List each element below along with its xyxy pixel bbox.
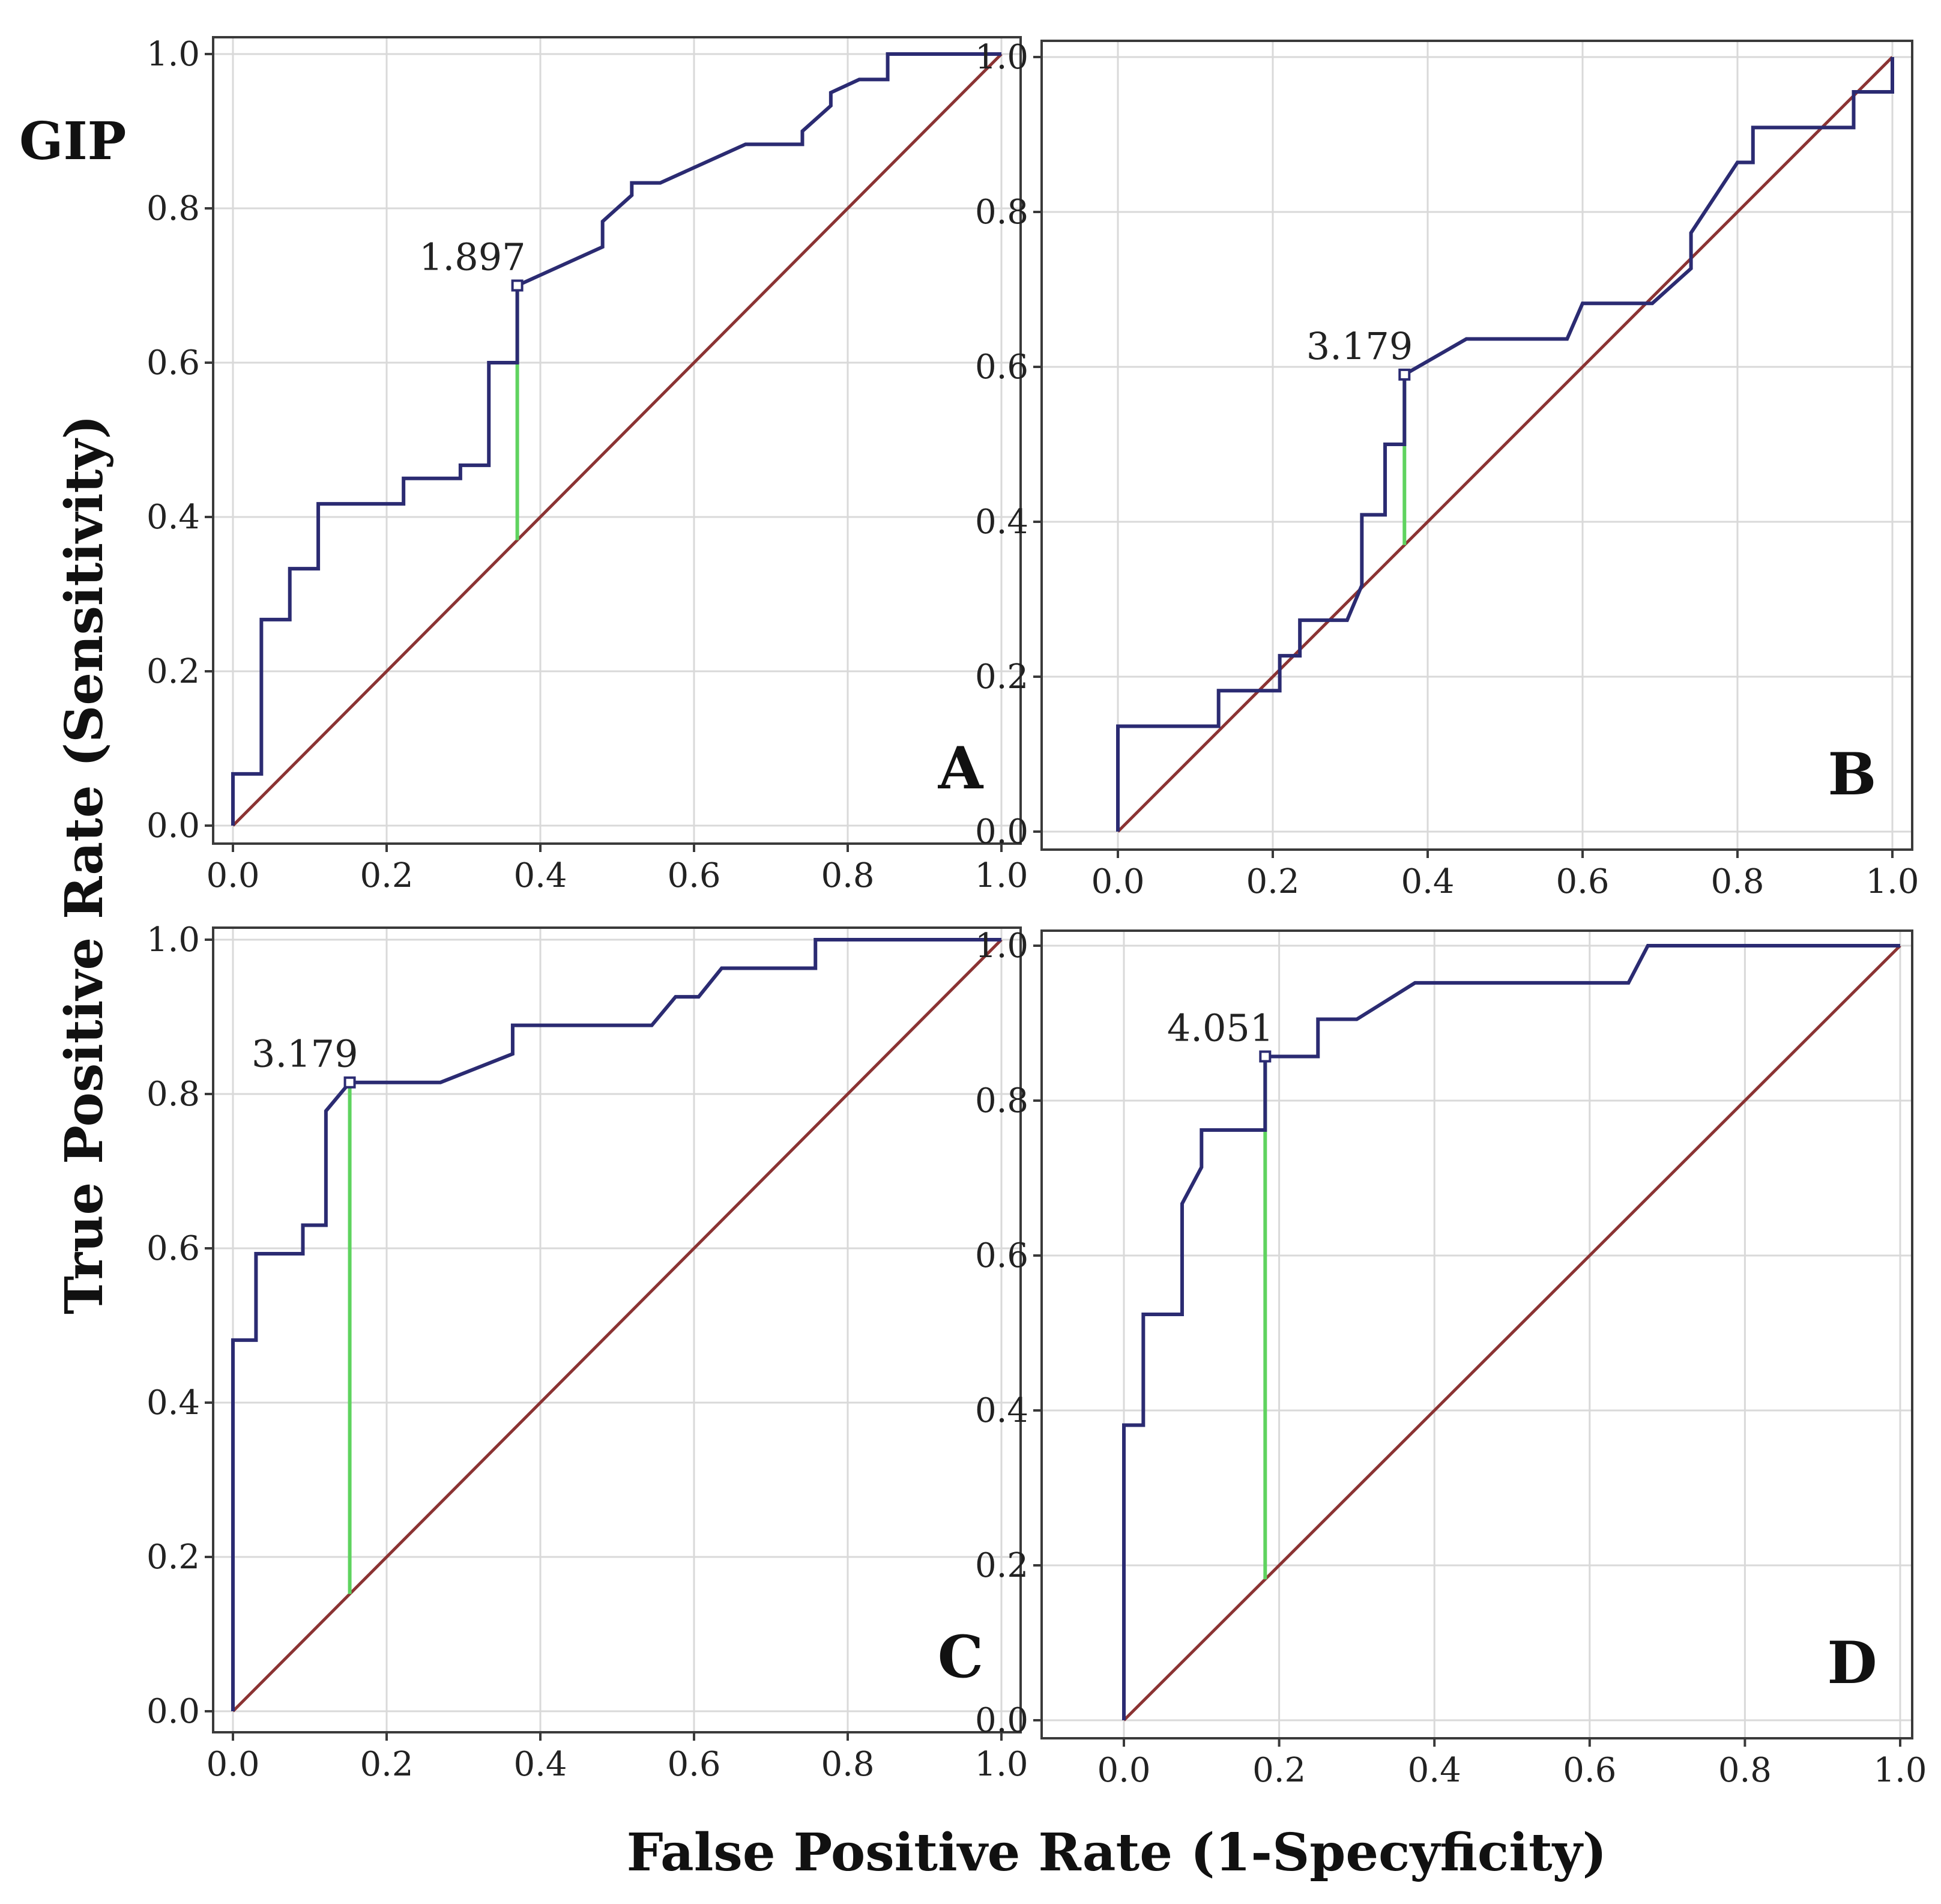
- x-tick-label: 0.2: [360, 1745, 413, 1784]
- y-tick-label: 0.0: [146, 806, 200, 845]
- y-tick-label: 1.0: [975, 926, 1028, 966]
- panel-letter: D: [1827, 1629, 1877, 1697]
- y-tick-label: 0.2: [146, 652, 200, 691]
- reference-diagonal: [232, 938, 1003, 1712]
- plot-frame: [212, 36, 1022, 845]
- panel-letter: C: [938, 1623, 983, 1691]
- x-tick-label: 0.2: [1246, 862, 1299, 901]
- y-tick-label: 1.0: [146, 35, 200, 74]
- y-tick-label: 0.6: [975, 1236, 1028, 1275]
- y-tick-label: 0.8: [146, 189, 200, 228]
- y-tick-label: 0.0: [146, 1692, 200, 1731]
- y-tick-label: 0.4: [146, 498, 200, 537]
- y-tick-label: 0.2: [146, 1538, 200, 1577]
- roc-curve: [1116, 57, 1894, 832]
- roc-curve: [1122, 944, 1900, 1720]
- x-tick-label: 0.4: [513, 1745, 567, 1784]
- x-tick-label: 0.0: [206, 856, 259, 895]
- roc-curve: [231, 52, 1001, 826]
- optimal-point-marker: [511, 279, 524, 292]
- reference-diagonal: [232, 53, 1003, 827]
- x-tick-label: 0.8: [821, 1745, 874, 1784]
- x-tick-label: 0.8: [821, 856, 874, 895]
- figure-label: GIP: [19, 111, 126, 172]
- y-tick-label: 0.8: [975, 193, 1028, 232]
- roc-panel-b: 0.0 0.2 0.4 0.6 0.8 1.0 0.0 0.2 0.4 0.6 0.8 1.0 3.17…: [975, 38, 1919, 901]
- x-tick-label: 0.0: [1091, 862, 1144, 901]
- optimal-point-label: 3.179: [1306, 324, 1413, 368]
- x-tick-label: 1.0: [974, 1745, 1028, 1784]
- panel-letter: B: [1828, 740, 1876, 808]
- roc-panel-d: 0.0 0.2 0.4 0.6 0.8 1.0 0.0 0.2 0.4 0.6 0.8 1.0 4.05…: [975, 926, 1927, 1790]
- optimal-point-marker: [1398, 368, 1411, 381]
- optimal-point-label: 1.897: [419, 235, 526, 279]
- plot-frame: [1040, 929, 1913, 1739]
- y-tick-label: 1.0: [146, 920, 200, 960]
- optimal-point-label: 3.179: [252, 1032, 358, 1076]
- x-tick-label: 0.0: [206, 1745, 259, 1784]
- x-tick-label: 0.6: [1563, 1751, 1616, 1790]
- x-tick-label: 0.2: [1252, 1751, 1306, 1790]
- y-tick-label: 0.2: [975, 1546, 1028, 1585]
- plot-frame: [212, 926, 1022, 1733]
- optimal-point-marker: [1259, 1050, 1272, 1063]
- x-axis-title: False Positive Rate (1-Specyficity): [627, 1822, 1607, 1883]
- y-tick-label: 0.6: [146, 1229, 200, 1268]
- y-tick-label: 0.6: [146, 343, 200, 382]
- y-tick-label: 0.2: [975, 657, 1028, 697]
- x-tick-label: 0.2: [360, 856, 413, 895]
- y-tick-label: 0.8: [975, 1081, 1028, 1120]
- x-tick-label: 0.8: [1710, 862, 1764, 901]
- reference-diagonal: [1117, 56, 1894, 833]
- x-tick-label: 0.4: [513, 856, 567, 895]
- y-tick-label: 0.4: [975, 1391, 1028, 1430]
- x-tick-label: 0.4: [1408, 1751, 1461, 1790]
- x-tick-label: 0.6: [667, 1745, 720, 1784]
- y-tick-label: 1.0: [975, 38, 1028, 77]
- x-tick-label: 0.8: [1718, 1751, 1772, 1790]
- x-tick-label: 1.0: [974, 856, 1028, 895]
- reference-diagonal: [1123, 944, 1901, 1721]
- x-tick-label: 0.4: [1401, 862, 1454, 901]
- x-tick-label: 0.0: [1097, 1751, 1150, 1790]
- x-tick-label: 1.0: [1873, 1751, 1927, 1790]
- y-tick-label: 0.4: [146, 1383, 200, 1422]
- x-tick-label: 0.6: [667, 856, 720, 895]
- panels-container: 0.0 0.2 0.4 0.6 0.8 1.00.00.20.40.60.81.01.89…: [146, 35, 1927, 1790]
- y-tick-label: 0.4: [975, 503, 1028, 542]
- y-tick-label: 0.8: [146, 1075, 200, 1114]
- y-tick-label: 0.0: [975, 1701, 1028, 1740]
- plot-frame: [1040, 40, 1913, 851]
- optimal-point-marker: [343, 1076, 356, 1089]
- roc-panel-a: 0.0 0.2 0.4 0.6 0.8 1.0 0.0 0.2 0.4 0.6 0.8 1.0 1.89…: [146, 35, 1028, 895]
- x-tick-label: 0.6: [1556, 862, 1609, 901]
- optimal-point-label: 4.051: [1167, 1006, 1274, 1050]
- roc-panel-c: 0.0 0.2 0.4 0.6 0.8 1.0 0.0 0.2 0.4 0.6 0.8 1.0 3.17…: [146, 920, 1028, 1784]
- roc-curve: [231, 938, 1001, 1711]
- y-axis-title: True Positive Rate (Sensitivity): [54, 415, 115, 1314]
- x-tick-label: 1.0: [1865, 862, 1919, 901]
- y-tick-label: 0.6: [975, 348, 1028, 387]
- panel-letter: A: [938, 734, 984, 802]
- y-tick-label: 0.0: [975, 812, 1028, 851]
